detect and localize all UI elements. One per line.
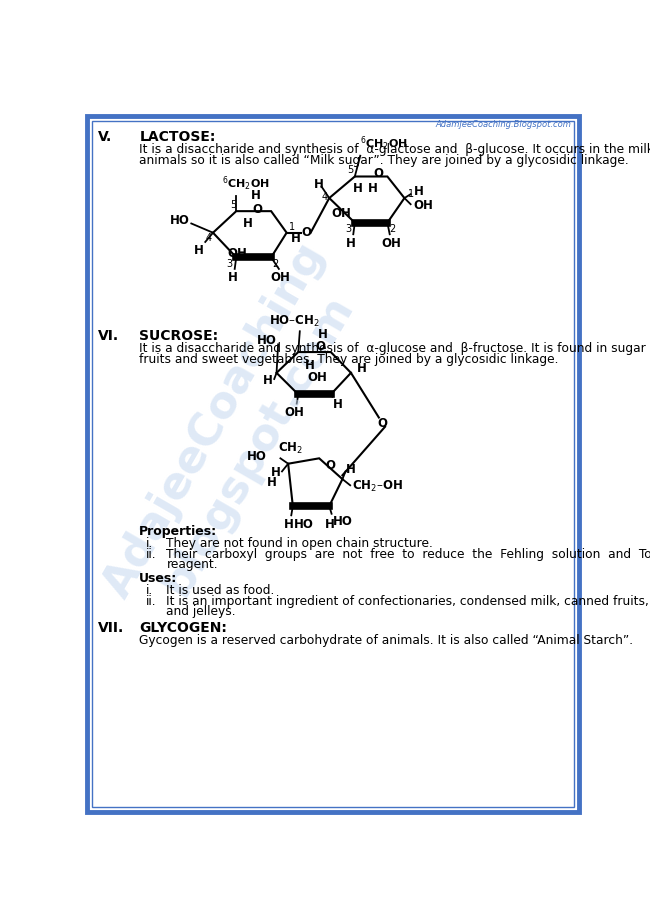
Text: H: H <box>326 517 335 530</box>
Text: H: H <box>368 182 378 196</box>
Text: HO: HO <box>170 214 190 227</box>
FancyBboxPatch shape <box>88 117 578 811</box>
Text: O: O <box>373 167 383 180</box>
Text: OH: OH <box>331 208 351 221</box>
Text: H: H <box>333 398 343 412</box>
Text: 1: 1 <box>408 189 413 199</box>
Text: AdajeeCoaching
blogspot.com: AdajeeCoaching blogspot.com <box>96 235 377 630</box>
Text: GLYCOGEN:: GLYCOGEN: <box>139 621 228 635</box>
Text: H: H <box>414 186 424 199</box>
Text: HO: HO <box>333 516 353 528</box>
Text: H: H <box>243 217 253 230</box>
Text: fruits and sweet vegetables. They are joined by a glycosidic linkage.: fruits and sweet vegetables. They are jo… <box>139 353 559 366</box>
Text: OH: OH <box>414 199 434 212</box>
Text: It is used as food.: It is used as food. <box>166 584 275 596</box>
Text: O: O <box>301 226 311 239</box>
Text: H: H <box>291 233 300 245</box>
Text: OH: OH <box>382 236 401 250</box>
Text: 2: 2 <box>273 259 279 269</box>
Text: Uses:: Uses: <box>139 573 177 585</box>
Text: i.: i. <box>146 537 153 550</box>
Text: 3: 3 <box>226 259 233 269</box>
Text: and jelleys.: and jelleys. <box>166 606 236 618</box>
Text: H: H <box>346 463 356 476</box>
Text: O: O <box>377 417 387 430</box>
FancyBboxPatch shape <box>92 121 574 807</box>
Text: H: H <box>346 236 356 250</box>
Text: OH: OH <box>270 271 291 284</box>
Text: It is an important ingredient of confectionaries, condensed milk, canned fruits,: It is an important ingredient of confect… <box>166 595 650 607</box>
Text: HO: HO <box>294 517 314 530</box>
Text: O: O <box>325 459 335 471</box>
Text: 2: 2 <box>389 224 395 234</box>
Text: H: H <box>263 374 273 387</box>
Text: 5: 5 <box>347 165 354 175</box>
Text: H: H <box>251 189 261 202</box>
Text: Gycogen is a reserved carbohydrate of animals. It is also called “Animal Starch”: Gycogen is a reserved carbohydrate of an… <box>139 634 634 647</box>
Text: OH: OH <box>228 246 248 259</box>
Text: SUCROSE:: SUCROSE: <box>139 329 218 343</box>
Text: H: H <box>357 362 367 376</box>
Text: H: H <box>227 271 237 284</box>
Text: VII.: VII. <box>98 621 125 635</box>
Text: O: O <box>253 203 263 216</box>
Text: 3: 3 <box>344 224 351 234</box>
Text: H: H <box>314 177 324 191</box>
Text: H: H <box>194 244 204 257</box>
Text: 5: 5 <box>230 199 236 210</box>
Text: H: H <box>266 476 276 490</box>
Text: HO: HO <box>248 449 267 462</box>
Text: 1: 1 <box>289 221 295 232</box>
Text: V.: V. <box>98 130 112 144</box>
Text: OH: OH <box>307 371 328 384</box>
Text: H: H <box>305 358 315 371</box>
Text: OH: OH <box>285 406 304 419</box>
Text: H: H <box>284 517 294 530</box>
Text: CH$_2$: CH$_2$ <box>278 441 303 456</box>
Text: AdamjeeCoaching.Blogspot.com: AdamjeeCoaching.Blogspot.com <box>436 119 571 129</box>
Text: Properties:: Properties: <box>139 526 218 539</box>
Text: HO: HO <box>257 334 276 347</box>
Text: animals so it is also called “Milk sugar”. They are joined by a glycosidic linka: animals so it is also called “Milk sugar… <box>139 154 629 167</box>
Text: $^{6}$CH$_{2}$OH: $^{6}$CH$_{2}$OH <box>360 135 408 153</box>
Text: They are not found in open chain structure.: They are not found in open chain structu… <box>166 537 434 550</box>
Text: H: H <box>318 327 328 341</box>
Text: HO–CH$_2$: HO–CH$_2$ <box>269 314 320 329</box>
Text: VI.: VI. <box>98 329 120 343</box>
Text: H: H <box>353 182 363 196</box>
Text: Their  carboxyl  groups  are  not  free  to  reduce  the  Fehling  solution  and: Their carboxyl groups are not free to re… <box>166 548 650 561</box>
Text: 4: 4 <box>322 191 328 201</box>
Text: It is a disaccharide and synthesis of  α-glactose and  β-glucose. It occurs in t: It is a disaccharide and synthesis of α-… <box>139 143 650 156</box>
Text: ii.: ii. <box>146 548 156 561</box>
Text: LACTOSE:: LACTOSE: <box>139 130 216 144</box>
Text: ii.: ii. <box>146 595 156 607</box>
Text: 4: 4 <box>205 233 211 243</box>
Text: $^{6}$CH$_{2}$OH: $^{6}$CH$_{2}$OH <box>222 175 270 193</box>
Text: H: H <box>270 467 280 480</box>
Text: O: O <box>315 340 325 353</box>
Text: CH$_2$–OH: CH$_2$–OH <box>352 480 402 494</box>
Text: It is a disaccharide and synthesis of  α-glucose and  β-fructose. It is found in: It is a disaccharide and synthesis of α-… <box>139 342 650 355</box>
Text: i.: i. <box>146 584 153 596</box>
Text: reagent.: reagent. <box>166 559 218 572</box>
